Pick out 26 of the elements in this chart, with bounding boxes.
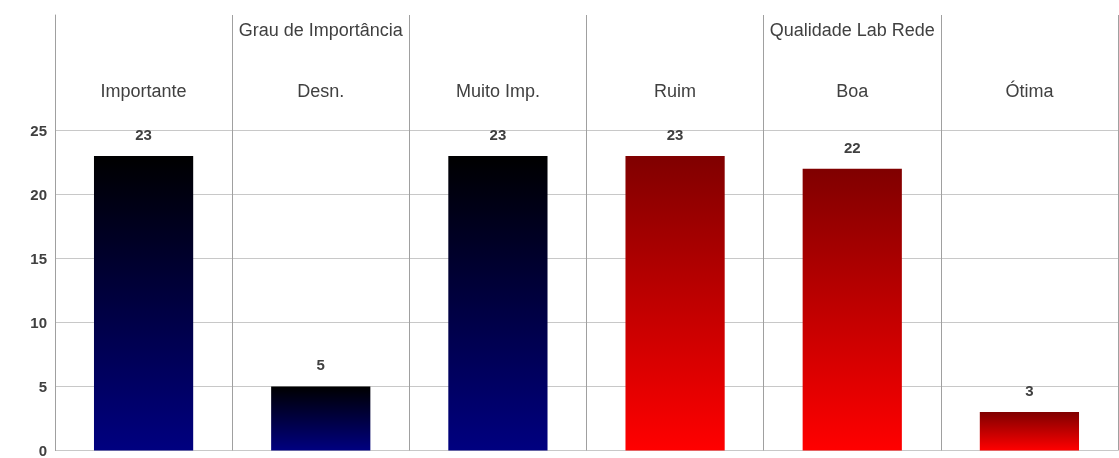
bar [802, 168, 902, 451]
bar [979, 412, 1080, 451]
data-label: 22 [843, 138, 861, 156]
y-tick-label: 15 [30, 249, 47, 267]
bar [448, 155, 548, 451]
x-tick-label: Desn. [297, 81, 345, 101]
x-tick-label: Ótima [1005, 80, 1055, 101]
data-label: 23 [666, 125, 684, 143]
bar [625, 155, 725, 451]
y-tick-label: 0 [38, 442, 47, 458]
x-tick-label: Muito Imp. [455, 81, 540, 101]
y-tick-label: 5 [38, 377, 47, 395]
y-tick-label: 10 [30, 313, 47, 331]
data-label: 5 [316, 356, 325, 374]
y-tick-label: 20 [30, 185, 47, 203]
y-tick-label: 25 [30, 121, 47, 139]
data-label: 23 [489, 125, 507, 143]
data-label: 23 [135, 125, 152, 143]
data-label: 3 [1025, 382, 1034, 400]
x-tick-label: Boa [836, 81, 870, 101]
annotation: Grau de Importância [238, 20, 404, 40]
x-tick-label: Ruim [654, 81, 697, 101]
x-tick-label: Importante [100, 81, 187, 101]
annotation: Qualidade Lab Rede [769, 20, 935, 40]
bar [271, 386, 371, 451]
bar [93, 155, 194, 451]
